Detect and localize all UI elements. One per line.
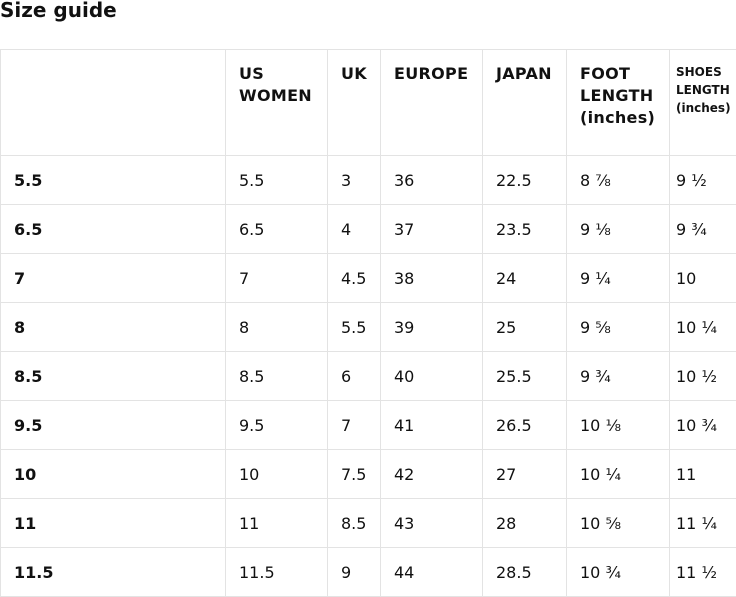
cell-size: 9.5 bbox=[1, 401, 226, 450]
cell-shoes-length: 11 bbox=[670, 450, 736, 499]
cell-uk: 7.5 bbox=[328, 450, 381, 499]
cell-size: 8.5 bbox=[1, 352, 226, 401]
page-title: Size guide bbox=[0, 0, 117, 22]
cell-shoes-length: 10 ¾ bbox=[670, 401, 736, 450]
cell-us-women: 6.5 bbox=[226, 205, 328, 254]
cell-foot-length: 9 ⅝ bbox=[567, 303, 670, 352]
column-header-shoes-length: SHOES LENGTH (inches) bbox=[670, 50, 736, 156]
cell-uk: 5.5 bbox=[328, 303, 381, 352]
cell-japan: 26.5 bbox=[483, 401, 567, 450]
cell-uk: 7 bbox=[328, 401, 381, 450]
cell-europe: 40 bbox=[381, 352, 483, 401]
cell-japan: 25 bbox=[483, 303, 567, 352]
column-header-us-women: US WOMEN bbox=[226, 50, 328, 156]
cell-shoes-length: 10 ½ bbox=[670, 352, 736, 401]
column-header-europe: EUROPE bbox=[381, 50, 483, 156]
cell-us-women: 11 bbox=[226, 499, 328, 548]
column-header-foot-length: FOOT LENGTH (inches) bbox=[567, 50, 670, 156]
cell-japan: 28.5 bbox=[483, 548, 567, 597]
cell-japan: 27 bbox=[483, 450, 567, 499]
cell-us-women: 8.5 bbox=[226, 352, 328, 401]
cell-us-women: 9.5 bbox=[226, 401, 328, 450]
cell-shoes-length: 11 ½ bbox=[670, 548, 736, 597]
cell-europe: 36 bbox=[381, 156, 483, 205]
cell-europe: 38 bbox=[381, 254, 483, 303]
cell-foot-length: 9 ¼ bbox=[567, 254, 670, 303]
cell-europe: 42 bbox=[381, 450, 483, 499]
cell-size: 6.5 bbox=[1, 205, 226, 254]
cell-shoes-length: 11 ¼ bbox=[670, 499, 736, 548]
cell-foot-length: 9 ⅛ bbox=[567, 205, 670, 254]
cell-size: 8 bbox=[1, 303, 226, 352]
cell-shoes-length: 9 ½ bbox=[670, 156, 736, 205]
cell-europe: 37 bbox=[381, 205, 483, 254]
cell-uk: 3 bbox=[328, 156, 381, 205]
cell-foot-length: 10 ¼ bbox=[567, 450, 670, 499]
cell-japan: 23.5 bbox=[483, 205, 567, 254]
cell-foot-length: 10 ⅛ bbox=[567, 401, 670, 450]
cell-us-women: 5.5 bbox=[226, 156, 328, 205]
cell-europe: 41 bbox=[381, 401, 483, 450]
cell-europe: 39 bbox=[381, 303, 483, 352]
cell-us-women: 10 bbox=[226, 450, 328, 499]
cell-shoes-length: 10 ¼ bbox=[670, 303, 736, 352]
cell-us-women: 7 bbox=[226, 254, 328, 303]
cell-size: 5.5 bbox=[1, 156, 226, 205]
cell-europe: 43 bbox=[381, 499, 483, 548]
cell-foot-length: 10 ⅝ bbox=[567, 499, 670, 548]
cell-us-women: 11.5 bbox=[226, 548, 328, 597]
cell-size: 7 bbox=[1, 254, 226, 303]
cell-foot-length: 8 ⅞ bbox=[567, 156, 670, 205]
cell-size: 10 bbox=[1, 450, 226, 499]
cell-europe: 44 bbox=[381, 548, 483, 597]
cell-uk: 4.5 bbox=[328, 254, 381, 303]
cell-japan: 22.5 bbox=[483, 156, 567, 205]
cell-shoes-length: 10 bbox=[670, 254, 736, 303]
cell-uk: 9 bbox=[328, 548, 381, 597]
cell-foot-length: 10 ¾ bbox=[567, 548, 670, 597]
cell-uk: 4 bbox=[328, 205, 381, 254]
cell-uk: 6 bbox=[328, 352, 381, 401]
cell-size: 11.5 bbox=[1, 548, 226, 597]
cell-japan: 24 bbox=[483, 254, 567, 303]
cell-japan: 28 bbox=[483, 499, 567, 548]
column-header-uk: UK bbox=[328, 50, 381, 156]
cell-shoes-length: 9 ¾ bbox=[670, 205, 736, 254]
column-header-size bbox=[1, 50, 226, 156]
column-header-japan: JAPAN bbox=[483, 50, 567, 156]
cell-foot-length: 9 ¾ bbox=[567, 352, 670, 401]
cell-japan: 25.5 bbox=[483, 352, 567, 401]
cell-us-women: 8 bbox=[226, 303, 328, 352]
cell-uk: 8.5 bbox=[328, 499, 381, 548]
cell-size: 11 bbox=[1, 499, 226, 548]
